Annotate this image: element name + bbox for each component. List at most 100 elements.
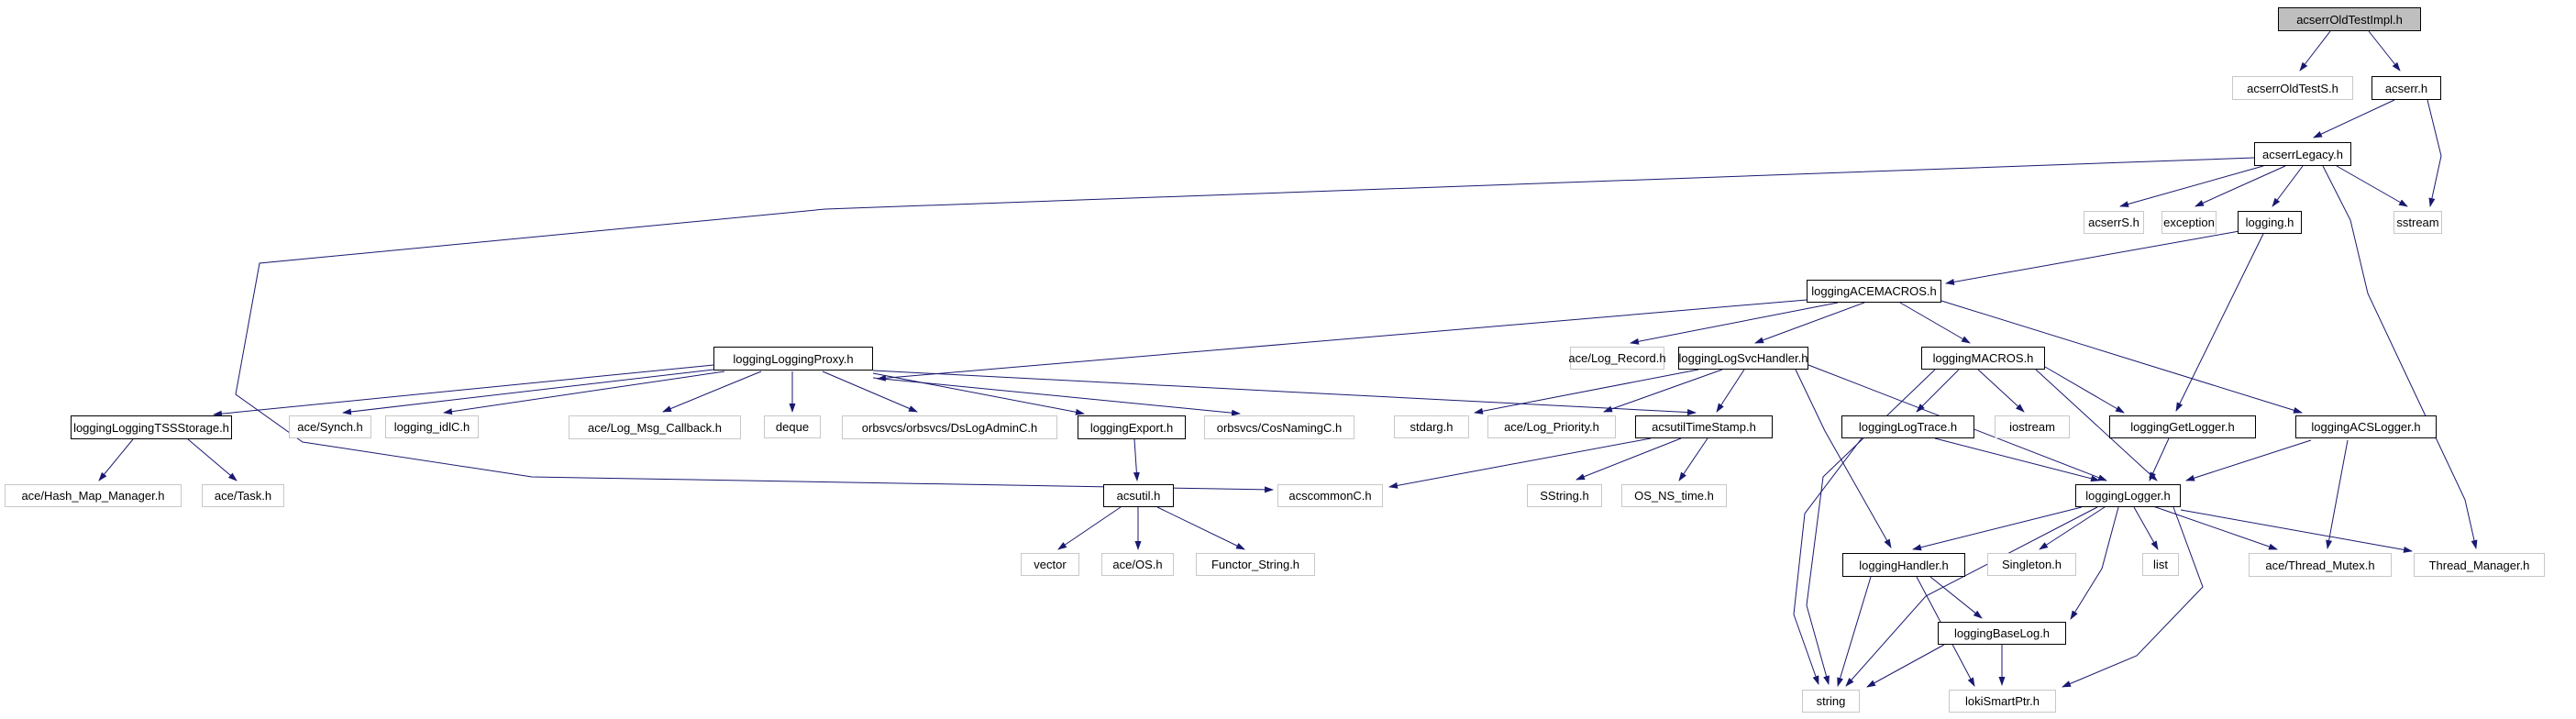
- node-macros[interactable]: loggingMACROS.h: [1921, 347, 2045, 370]
- node-logtrace[interactable]: loggingLogTrace.h: [1841, 415, 1974, 438]
- node-functor: Functor_String.h: [1196, 553, 1315, 576]
- node-oldtests: acserrOldTestS.h: [2232, 76, 2353, 100]
- node-sstream: sstream: [2394, 211, 2442, 234]
- edge-acserr-to-legacy: [2313, 99, 2395, 138]
- node-tss[interactable]: loggingLoggingTSSStorage.h: [71, 415, 232, 439]
- edge-timestamp-to-sstring: [1575, 437, 1682, 481]
- node-exception: exception: [2161, 211, 2217, 234]
- edge-acemacros-to-logrecord: [1630, 302, 1839, 345]
- edge-logger-to-singleton: [2039, 506, 2106, 550]
- edge-export-to-acsutil: [1133, 438, 1140, 481]
- edge-proxy-to-synch: [342, 369, 714, 415]
- edge-logsvc-to-logpriority: [1603, 369, 1723, 413]
- edge-timestamp-to-osns: [1678, 437, 1708, 481]
- edge-logsvc-to-timestamp: [1716, 369, 1745, 413]
- node-idlc: logging_idlC.h: [385, 415, 479, 438]
- edge-acserr-to-sstream: [2427, 99, 2442, 207]
- edge-timestamp-to-acscommon: [1388, 437, 1652, 489]
- node-msgcb: ace/Log_Msg_Callback.h: [569, 415, 741, 439]
- node-legacy[interactable]: acserrLegacy.h: [2254, 142, 2351, 166]
- node-acslogger[interactable]: loggingACSLogger.h: [2295, 415, 2437, 438]
- edge-proxy-to-cosnaming: [872, 377, 1241, 416]
- node-list: list: [2142, 553, 2179, 576]
- node-acserr[interactable]: acserr.h: [2371, 76, 2441, 100]
- node-proxy[interactable]: loggingLoggingProxy.h: [713, 347, 873, 371]
- edge-acemacros-to-acslogger: [1940, 300, 2303, 414]
- edge-acemacros-to-proxy: [877, 299, 1808, 382]
- edge-legacy-to-threadmgr: [2322, 165, 2478, 549]
- edge-logging-to-acemacros: [1945, 230, 2240, 285]
- edge-legacy-to-acserrs: [2119, 165, 2264, 207]
- edge-legacy-to-acscommon: [235, 157, 2255, 493]
- edge-macros-to-getlogger: [2044, 366, 2125, 414]
- edge-handler-to-baselog: [1929, 576, 1983, 619]
- node-iostream: iostream: [1995, 415, 2070, 438]
- edge-proxy-to-tss: [213, 364, 714, 417]
- edge-acslogger-to-threadmutex: [2326, 439, 2349, 549]
- edge-acsutil-to-functor: [1156, 506, 1245, 550]
- node-stdarg: stdarg.h: [1394, 415, 1469, 438]
- edge-acsutil-to-vector: [1057, 506, 1122, 550]
- edge-macros-to-logger: [2035, 369, 2158, 481]
- node-sstring: SString.h: [1527, 484, 1602, 507]
- edge-logtrace-to-logger: [1934, 437, 2100, 482]
- node-acsutil[interactable]: acsutil.h: [1103, 484, 1174, 507]
- node-aceos: ace/OS.h: [1101, 553, 1174, 576]
- edge-impl-to-oldtests: [2299, 30, 2331, 72]
- edge-proxy-to-msgcb: [662, 371, 762, 413]
- node-getlogger[interactable]: loggingGetLogger.h: [2109, 415, 2256, 438]
- node-acscommon: acscommonC.h: [1277, 484, 1383, 507]
- edge-handler-to-string: [1837, 576, 1872, 687]
- node-synch: ace/Synch.h: [289, 415, 371, 438]
- node-logrecord: ace/Log_Record.h: [1568, 347, 1666, 370]
- edge-logger-to-loki: [2062, 506, 2204, 688]
- edge-impl-to-acserr: [2368, 30, 2401, 72]
- edge-tss-to-hashmap: [98, 438, 134, 481]
- edge-logger-to-list: [2133, 506, 2159, 550]
- node-string: string: [1802, 690, 1860, 713]
- node-logpriority: ace/Log_Priority.h: [1487, 415, 1616, 438]
- edge-logsvc-to-stdarg: [1474, 369, 1699, 415]
- node-baselog[interactable]: loggingBaseLog.h: [1938, 622, 2066, 645]
- edge-macros-to-iostream: [1977, 369, 2025, 413]
- edge-acslogger-to-logger: [2185, 439, 2312, 481]
- edge-logger-to-string: [1845, 506, 2098, 687]
- node-acemacros[interactable]: loggingACEMACROS.h: [1807, 280, 1941, 303]
- node-logging[interactable]: logging.h: [2238, 211, 2302, 234]
- edge-baselog-to-string: [1866, 644, 1945, 688]
- node-impl: acserrOldTestImpl.h: [2278, 7, 2421, 31]
- node-task: ace/Task.h: [202, 484, 284, 507]
- edge-proxy-to-idlc: [443, 371, 725, 415]
- node-logsvc[interactable]: loggingLogSvcHandler.h: [1678, 347, 1808, 370]
- node-export[interactable]: loggingExport.h: [1078, 415, 1186, 439]
- edge-logging-to-getlogger: [2175, 233, 2264, 412]
- node-timestamp[interactable]: acsutilTimeStamp.h: [1635, 415, 1773, 438]
- node-singleton: Singleton.h: [1987, 553, 2076, 576]
- node-cosnaming: orbsvcs/CosNamingC.h: [1204, 415, 1354, 439]
- edge-acemacros-to-logsvc: [1754, 302, 1865, 344]
- node-dslog: orbsvcs/orbsvcs/DsLogAdminC.h: [842, 415, 1057, 439]
- node-loki: lokiSmartPtr.h: [1949, 690, 2056, 713]
- edge-proxy-to-timestamp: [872, 370, 1697, 416]
- edge-logger-to-baselog: [2070, 506, 2119, 620]
- node-osns: OS_NS_time.h: [1621, 484, 1727, 507]
- edge-proxy-to-dslog: [822, 371, 918, 413]
- edge-proxy-to-export: [872, 372, 1085, 415]
- edge-logsvc-to-handler: [1795, 369, 1892, 548]
- edge-logger-to-threadmutex: [2150, 504, 2278, 550]
- edge-legacy-to-sstream: [2336, 165, 2408, 207]
- node-handler[interactable]: loggingHandler.h: [1842, 553, 1965, 577]
- edge-getlogger-to-logger: [2149, 437, 2170, 481]
- node-hashmap: ace/Hash_Map_Manager.h: [5, 484, 182, 507]
- edge-logger-to-handler: [1912, 506, 2083, 551]
- node-threadmgr: Thread_Manager.h: [2414, 553, 2545, 577]
- node-logger[interactable]: loggingLogger.h: [2075, 484, 2181, 507]
- edge-logtrace-to-string: [1793, 437, 1863, 685]
- edge-tss-to-task: [187, 438, 238, 481]
- node-deque: deque: [764, 415, 821, 438]
- node-threadmutex: ace/Thread_Mutex.h: [2249, 553, 2392, 577]
- edge-logger-to-threadmgr: [2180, 509, 2413, 553]
- edge-legacy-to-logging: [2272, 165, 2304, 207]
